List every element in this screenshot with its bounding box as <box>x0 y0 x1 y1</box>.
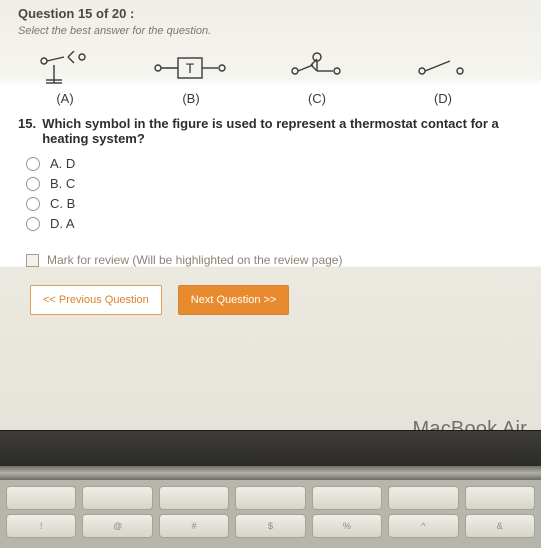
key <box>235 486 305 510</box>
question-instruction: Select the best answer for the question. <box>18 25 529 37</box>
fn-key-row <box>0 486 541 510</box>
key <box>465 486 535 510</box>
mark-review-label: Mark for review (Will be highlighted on … <box>47 253 342 267</box>
next-question-button[interactable]: Next Question >> <box>178 285 290 315</box>
thermostat-heat-symbol-icon <box>38 51 92 85</box>
symbol-c: (C) <box>278 51 356 106</box>
radio-icon <box>26 157 40 171</box>
key <box>159 486 229 510</box>
radio-icon <box>26 217 40 231</box>
option-label: D. A <box>50 216 75 231</box>
question-number: 15. <box>18 116 42 146</box>
thermostat-box-symbol-icon: T <box>152 51 230 85</box>
symbol-label-b: (B) <box>182 91 199 106</box>
symbol-d: (D) <box>404 51 482 106</box>
options-group: A. D B. C C. B D. A <box>26 156 529 231</box>
key: ^ <box>388 514 458 538</box>
symbol-label-c: (C) <box>308 91 326 106</box>
key <box>82 486 152 510</box>
option-c[interactable]: C. B <box>26 196 529 211</box>
open-contact-symbol-icon <box>416 51 470 85</box>
nav-buttons: << Previous Question Next Question >> <box>30 285 529 315</box>
question-counter: Question 15 of 20 : <box>18 6 529 21</box>
key: & <box>465 514 535 538</box>
option-d[interactable]: D. A <box>26 216 529 231</box>
symbol-label-a: (A) <box>56 91 73 106</box>
previous-question-button[interactable]: << Previous Question <box>30 285 162 315</box>
thermostat-cool-symbol-icon <box>289 51 345 85</box>
laptop-bezel <box>0 430 541 467</box>
laptop-keyboard: ! @ # $ % ^ & <box>0 480 541 548</box>
key: # <box>159 514 229 538</box>
checkbox-icon <box>26 254 39 267</box>
radio-icon <box>26 197 40 211</box>
symbol-a: (A) <box>26 51 104 106</box>
t-label: T <box>186 60 195 76</box>
key: $ <box>235 514 305 538</box>
question-text: Which symbol in the figure is used to re… <box>42 116 529 146</box>
key <box>388 486 458 510</box>
option-label: B. C <box>50 176 75 191</box>
symbol-label-d: (D) <box>434 91 452 106</box>
option-a[interactable]: A. D <box>26 156 529 171</box>
symbol-b: T (B) <box>152 51 230 106</box>
key <box>312 486 382 510</box>
laptop-hinge <box>0 466 541 480</box>
key: @ <box>82 514 152 538</box>
question-line: 15. Which symbol in the figure is used t… <box>18 116 529 146</box>
symbol-row: (A) T (B) <box>18 51 529 106</box>
key <box>6 486 76 510</box>
number-key-row: ! @ # $ % ^ & <box>0 514 541 538</box>
option-label: A. D <box>50 156 75 171</box>
option-label: C. B <box>50 196 75 211</box>
mark-for-review[interactable]: Mark for review (Will be highlighted on … <box>26 253 529 267</box>
key: ! <box>6 514 76 538</box>
option-b[interactable]: B. C <box>26 176 529 191</box>
key: % <box>312 514 382 538</box>
radio-icon <box>26 177 40 191</box>
quiz-screen: Question 15 of 20 : Select the best answ… <box>0 0 541 430</box>
